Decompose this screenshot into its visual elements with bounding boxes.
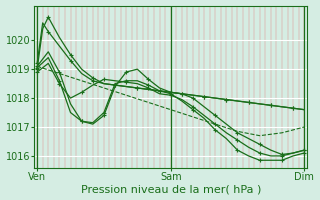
X-axis label: Pression niveau de la mer( hPa ): Pression niveau de la mer( hPa ) [81, 184, 261, 194]
